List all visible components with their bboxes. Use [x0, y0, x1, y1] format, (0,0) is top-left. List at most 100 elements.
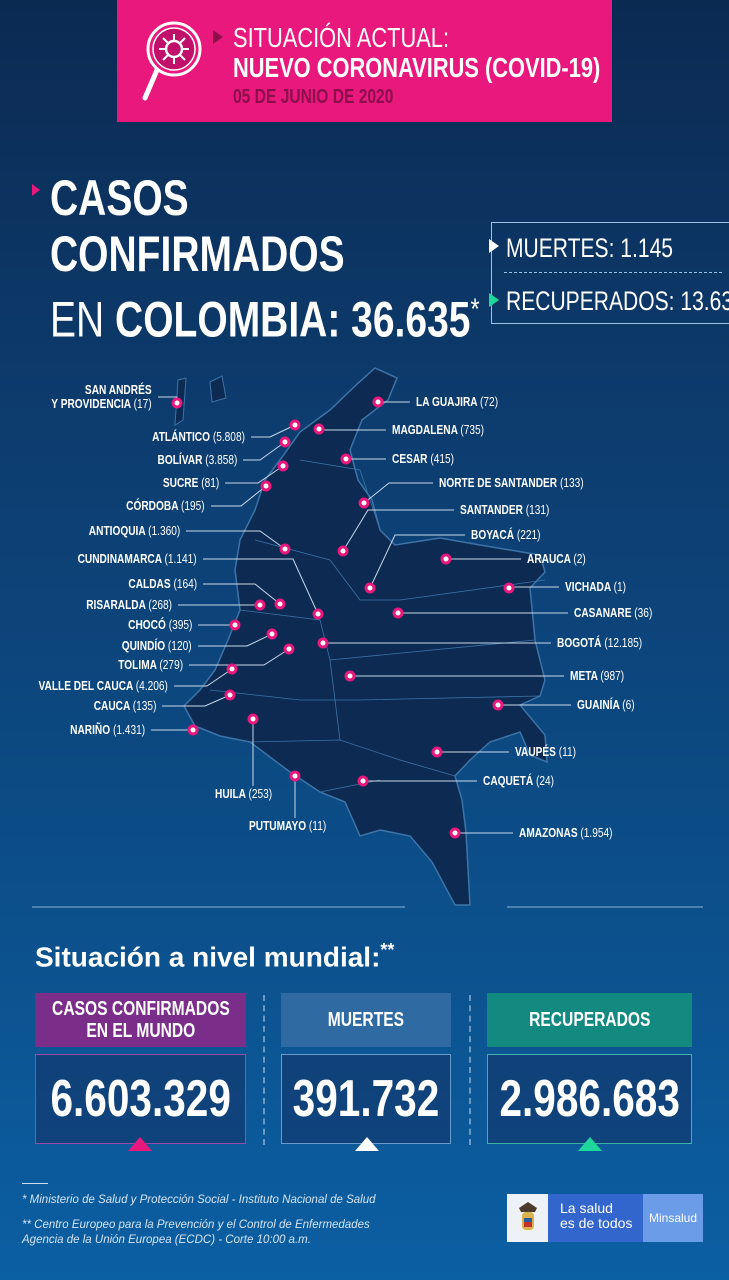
leader-line — [203, 583, 281, 605]
department-marker[interactable] — [247, 713, 259, 725]
department-marker[interactable] — [289, 419, 301, 431]
department-name: TOLIMA — [118, 657, 157, 672]
department-marker[interactable] — [226, 663, 238, 675]
department-name: LA GUAJIRA — [416, 394, 478, 409]
leader-line — [211, 485, 267, 507]
department-label: CÓRDOBA (195) — [104, 499, 205, 513]
department-marker[interactable] — [312, 608, 324, 620]
department-marker[interactable] — [440, 553, 452, 565]
department-label: ANTIOQUIA (1.360) — [63, 524, 180, 538]
department-cases: (1) — [613, 579, 627, 594]
national-deaths: MUERTES: 1.145 — [506, 233, 673, 263]
arrow-icon — [489, 239, 499, 253]
minsalud-logo: La salud es de todos Minsalud — [507, 1194, 703, 1242]
department-name: NORTE DE SANTANDER — [439, 475, 558, 490]
department-cases: (24) — [535, 773, 555, 788]
department-label: SANTANDER (131) — [460, 503, 575, 517]
divider — [263, 995, 265, 1145]
department-cases: (221) — [516, 527, 541, 542]
department-marker[interactable] — [279, 543, 291, 555]
source-note-1: * Ministerio de Salud y Protección Socia… — [22, 1194, 376, 1206]
department-marker[interactable] — [503, 582, 515, 594]
department-marker[interactable] — [337, 545, 349, 557]
department-marker[interactable] — [171, 397, 183, 409]
department-marker[interactable] — [392, 607, 404, 619]
department-name: PUTUMAYO — [249, 818, 307, 833]
department-name: BOLÍVAR — [157, 452, 203, 467]
department-label: CUNDINAMARCA (1.141) — [44, 552, 197, 566]
department-markers — [171, 396, 515, 839]
header-date: 05 DE JUNIO DE 2020 — [233, 86, 394, 108]
department-label: CALDAS (164) — [109, 577, 197, 591]
department-cases: (6) — [622, 697, 635, 712]
department-marker[interactable] — [283, 643, 295, 655]
department-cases: (2) — [573, 551, 586, 566]
department-marker[interactable] — [279, 436, 291, 448]
department-cases: (133) — [559, 475, 584, 490]
bullet-icon — [32, 184, 40, 196]
leader-line — [174, 668, 233, 687]
department-marker[interactable] — [364, 582, 376, 594]
department-name: CUNDINAMARCA — [77, 551, 163, 566]
department-name: CÓRDOBA — [126, 498, 179, 513]
department-marker[interactable] — [277, 460, 289, 472]
department-marker[interactable] — [224, 689, 236, 701]
department-label: LA GUAJIRA (72) — [416, 395, 521, 409]
leader-line — [198, 633, 273, 647]
leader-line — [369, 534, 465, 589]
department-marker[interactable] — [492, 699, 504, 711]
department-marker[interactable] — [372, 396, 384, 408]
department-cases: (1.141) — [164, 551, 197, 566]
world-deaths-header: MUERTES — [281, 993, 451, 1047]
triangle-up-icon — [355, 1137, 379, 1151]
department-cases: (415) — [430, 451, 455, 466]
title-line2: CONFIRMADOS — [50, 226, 345, 282]
department-marker[interactable] — [340, 453, 352, 465]
department-marker[interactable] — [344, 670, 356, 682]
department-marker[interactable] — [289, 770, 301, 782]
title-prefix: EN — [50, 291, 105, 348]
logo-slogan: La salud es de todos — [548, 1194, 643, 1242]
leader-line — [186, 530, 286, 550]
department-cases: (12.185) — [604, 635, 643, 650]
department-name: SUCRE — [162, 475, 199, 490]
department-marker[interactable] — [229, 619, 241, 631]
world-title-text: Situación a nivel mundial: — [35, 941, 381, 973]
department-marker[interactable] — [266, 628, 278, 640]
department-marker[interactable] — [317, 637, 329, 649]
department-cases: (131) — [525, 502, 550, 517]
department-cases: (279) — [159, 657, 183, 672]
department-cases: (987) — [600, 668, 625, 683]
department-marker[interactable] — [431, 746, 443, 758]
asterisks: ** — [380, 940, 395, 960]
department-cases: (253) — [248, 786, 273, 801]
department-label: BOGOTÁ (12.185) — [557, 636, 666, 650]
department-name: AMAZONAS — [519, 825, 578, 840]
world-cases-header: CASOS CONFIRMADOS EN EL MUNDO — [35, 993, 246, 1047]
department-cases: (268) — [148, 597, 172, 612]
department-cases: (11) — [558, 744, 577, 759]
department-marker[interactable] — [260, 480, 272, 492]
department-label: BOYACÁ (221) — [471, 528, 560, 542]
triangle-up-icon — [128, 1137, 152, 1151]
department-marker[interactable] — [254, 599, 266, 611]
world-cases-label2: EN EL MUNDO — [86, 1020, 195, 1042]
leader-line — [162, 694, 231, 707]
department-marker[interactable] — [358, 497, 370, 509]
department-marker[interactable] — [313, 423, 325, 435]
leader-line — [363, 482, 433, 504]
department-marker[interactable] — [449, 827, 461, 839]
header-banner: SITUACIÓN ACTUAL: NUEVO CORONAVIRUS (COV… — [117, 0, 612, 122]
department-name: BOYACÁ — [471, 527, 515, 542]
department-marker[interactable] — [357, 775, 369, 787]
department-label: CAQUETÁ (24) — [483, 774, 574, 788]
department-marker[interactable] — [274, 598, 286, 610]
department-label: META (987) — [570, 669, 639, 683]
department-marker[interactable] — [187, 724, 199, 736]
department-label: BOLÍVAR (3.858) — [135, 453, 237, 467]
department-name-line2: Y PROVIDENCIA — [51, 396, 132, 411]
department-label: VAUPÉS (11) — [515, 745, 593, 759]
world-recovered-value: 2.986.683 — [499, 1070, 680, 1128]
map-shape — [183, 367, 548, 906]
department-label: SAN ANDRÉS Y PROVIDENCIA (17) — [23, 383, 152, 411]
